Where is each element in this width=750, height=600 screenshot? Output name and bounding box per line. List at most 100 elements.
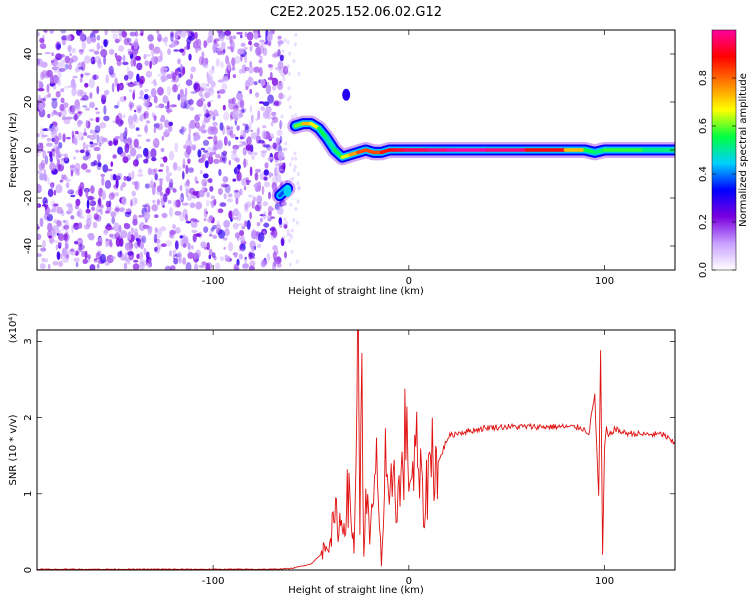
noise-speckle [187,123,191,128]
noise-speckle [273,258,277,267]
noise-speckle [287,97,290,102]
noise-speckle [94,125,101,134]
noise-speckle [81,40,87,50]
noise-speckle [131,45,135,51]
noise-speckle [206,71,209,79]
noise-speckle [61,210,65,217]
isolated-blob [283,184,292,197]
noise-speckle [172,253,176,260]
noise-speckle [248,65,254,74]
noise-speckle [257,243,262,249]
noise-speckle [282,94,286,99]
noise-speckle [253,81,258,86]
noise-speckle [186,179,190,187]
noise-speckle [255,46,261,56]
noise-speckle [73,257,80,263]
noise-speckle [280,114,284,119]
noise-speckle [136,62,143,71]
noise-speckle [199,170,203,175]
noise-speckle [110,173,114,181]
noise-speckle [179,235,184,239]
noise-speckle [239,48,246,55]
noise-speckle [292,59,296,64]
noise-speckle [114,77,118,87]
noise-speckle [223,136,228,146]
noise-speckle [55,244,58,251]
noise-speckle [133,138,139,148]
noise-speckle [61,35,68,41]
noise-speckle [219,202,227,207]
noise-speckle [253,42,260,48]
noise-speckle [280,72,284,77]
noise-speckle [104,179,112,189]
noise-speckle [227,140,231,147]
noise-speckle [177,83,181,88]
noise-speckle [78,66,84,70]
noise-speckle [293,164,297,169]
noise-speckle [37,233,42,240]
noise-speckle [74,113,78,121]
noise-speckle [93,213,100,220]
noise-speckle [128,89,133,93]
noise-speckle [114,192,119,197]
noise-speckle [51,52,55,56]
noise-speckle [64,176,69,181]
noise-speckle [52,240,59,243]
noise-speckle [174,68,179,77]
y-tick-label: 40 [23,48,34,61]
noise-speckle [104,30,108,36]
noise-speckle [104,89,110,96]
noise-speckle [286,229,290,234]
noise-speckle [122,156,129,164]
noise-speckle [82,105,88,108]
noise-speckle [96,160,102,171]
noise-speckle [188,125,192,134]
noise-speckle [185,188,189,198]
noise-speckle [134,180,140,191]
noise-speckle [283,217,287,222]
noise-speckle [267,205,273,213]
noise-speckle [261,151,266,158]
noise-speckle [250,150,256,161]
noise-speckle [201,261,207,266]
noise-speckle [74,130,79,135]
noise-speckle [152,138,160,148]
noise-speckle [138,234,142,239]
noise-speckle [46,83,50,93]
noise-speckle [297,71,301,76]
noise-speckle [108,239,113,247]
noise-speckle [227,61,231,71]
noise-speckle [231,216,235,220]
noise-speckle [282,235,285,240]
noise-speckle [243,186,247,191]
noise-speckle [66,136,71,140]
noise-speckle [263,181,271,188]
noise-speckle [134,228,138,238]
noise-speckle [223,220,231,228]
noise-speckle [96,42,101,51]
noise-speckle [144,226,151,230]
noise-speckle [283,223,288,229]
ridge-segment [317,126,329,140]
noise-speckle [178,258,182,264]
noise-speckle [272,261,276,270]
noise-speckle [228,210,233,219]
noise-speckle [153,233,158,243]
noise-speckle [216,30,223,34]
noise-speckle [190,73,194,80]
noise-speckle [44,94,51,99]
noise-speckle [249,260,256,267]
noise-speckle [282,222,286,226]
noise-speckle [41,70,47,79]
noise-speckle [215,58,220,67]
noise-speckle [100,48,108,58]
noise-speckle [271,111,277,116]
noise-speckle [74,138,78,146]
noise-speckle [183,182,188,187]
noise-speckle [107,168,113,172]
noise-speckle [259,56,263,61]
noise-speckle [64,153,68,162]
noise-speckle [140,241,144,250]
noise-speckle [132,116,139,124]
noise-speckle [228,241,234,252]
